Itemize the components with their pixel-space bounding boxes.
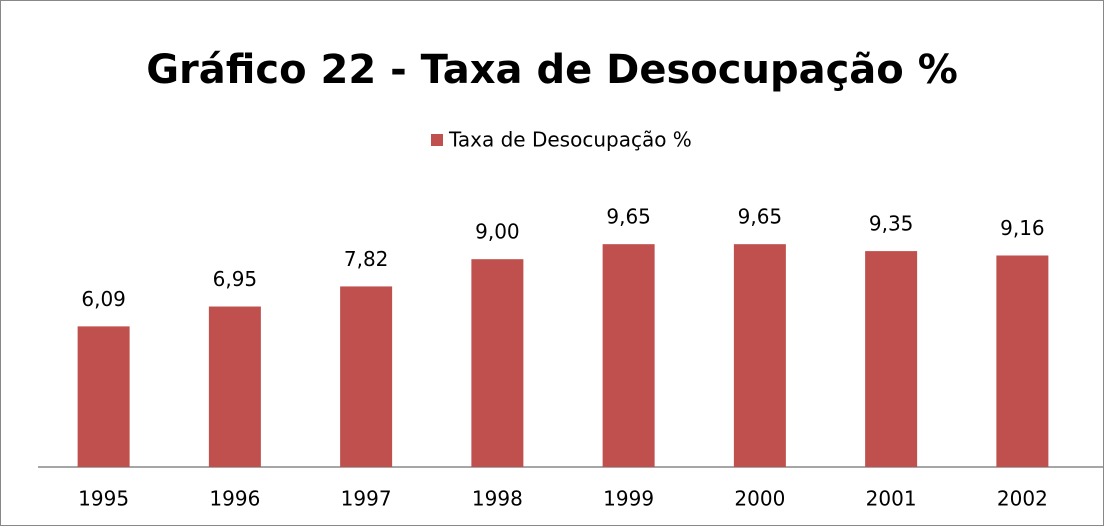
- bar: [340, 286, 393, 467]
- bar: [77, 326, 130, 467]
- x-tick-label: 1999: [603, 487, 654, 511]
- x-tick-label: 1998: [472, 487, 523, 511]
- x-tick-label: 1995: [78, 487, 129, 511]
- x-tick-label: 2002: [997, 487, 1048, 511]
- bar: [865, 251, 918, 467]
- chart-title: Gráfico 22 - Taxa de Desocupação %: [146, 47, 958, 93]
- data-label: 7,82: [344, 247, 389, 271]
- x-tick-label: 2000: [734, 487, 785, 511]
- bar: [996, 255, 1049, 467]
- data-label: 9,65: [738, 205, 783, 229]
- data-label: 9,65: [606, 205, 651, 229]
- x-tick-label: 1996: [209, 487, 260, 511]
- legend-label: Taxa de Desocupação %: [448, 128, 692, 152]
- data-label: 9,16: [1000, 216, 1045, 240]
- bar: [602, 244, 655, 467]
- data-label: 9,00: [475, 220, 520, 244]
- x-tick-label: 1997: [341, 487, 392, 511]
- data-label: 6,09: [81, 287, 126, 311]
- bar: [733, 244, 786, 467]
- bar: [208, 306, 261, 467]
- x-tick-label: 2001: [866, 487, 917, 511]
- data-label: 9,35: [869, 212, 914, 236]
- legend-swatch: [431, 134, 443, 146]
- data-label: 6,95: [213, 267, 258, 291]
- bar: [471, 259, 524, 467]
